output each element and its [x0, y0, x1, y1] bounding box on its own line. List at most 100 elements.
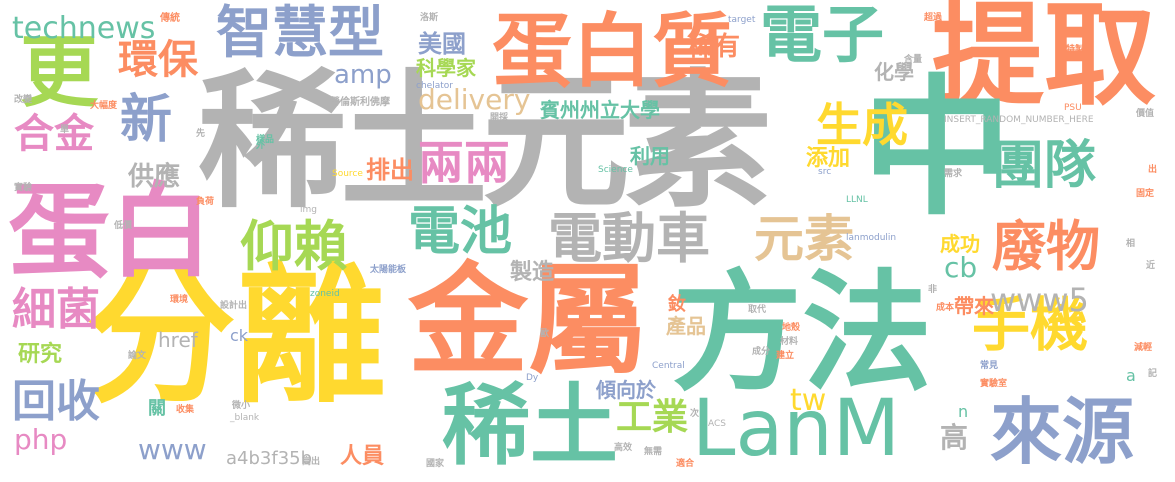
- word: INSERT_RANDOM_NUMBER_HERE: [944, 115, 1094, 125]
- word: 先: [196, 129, 206, 139]
- word: 智慧型: [216, 1, 384, 66]
- word: 來源: [990, 390, 1135, 474]
- word: 適合: [676, 459, 695, 469]
- word: 次: [690, 409, 700, 419]
- word: 負荷: [196, 197, 215, 207]
- word: 需求: [944, 169, 963, 179]
- word: 提取: [932, 0, 1156, 121]
- word: 產品: [666, 314, 706, 338]
- word: 方法: [672, 257, 933, 409]
- word: 研究: [18, 342, 63, 367]
- word: 釹: [668, 294, 686, 315]
- word: Central: [652, 361, 685, 371]
- word: 價值: [1136, 109, 1155, 119]
- word: Dy: [526, 373, 539, 383]
- word: 工業: [616, 397, 689, 438]
- word: zoneid: [310, 289, 340, 299]
- word: 供應: [128, 162, 181, 192]
- word: 非: [928, 285, 938, 295]
- word: 成分: [752, 347, 771, 357]
- word: 單: [60, 125, 70, 135]
- word: 高: [940, 421, 969, 454]
- word: 生成: [816, 98, 908, 152]
- word: technews: [12, 11, 156, 46]
- word: www5: [990, 281, 1089, 319]
- word: 仰賴: [240, 215, 348, 278]
- word: 實驗: [14, 183, 33, 193]
- word: 大幅度: [90, 101, 118, 111]
- word: tw: [790, 383, 827, 418]
- word: chelator: [416, 81, 453, 91]
- word: 細菌: [12, 284, 100, 335]
- word: 收集: [176, 405, 195, 415]
- word: 超過: [924, 13, 943, 23]
- word: lanmodulin: [846, 233, 897, 243]
- word: 固定: [1136, 189, 1155, 199]
- word: php: [14, 423, 68, 456]
- word: 特製: [1066, 45, 1085, 55]
- word: 相: [1126, 239, 1136, 249]
- word: 建立: [776, 351, 795, 361]
- word: 實驗室: [980, 379, 1008, 389]
- word: href: [158, 328, 198, 352]
- word: 開採: [490, 113, 509, 123]
- word: 樣品: [256, 135, 275, 145]
- word: 地殼: [782, 323, 801, 333]
- word: PSU: [1064, 103, 1082, 113]
- word: 環境: [170, 295, 189, 305]
- word: 合金: [14, 111, 94, 157]
- word: 改變: [14, 95, 33, 105]
- word: www: [138, 433, 207, 466]
- word: Science: [598, 165, 633, 175]
- word: 論文: [128, 351, 147, 361]
- word: 記: [1148, 369, 1158, 379]
- word: 新: [120, 90, 173, 150]
- word: 手機: [972, 291, 1089, 359]
- word: 傳統: [160, 13, 180, 24]
- word: 廢物: [992, 215, 1100, 278]
- word: cb: [944, 251, 978, 284]
- word: 常見: [980, 361, 999, 371]
- word: 步驟: [1128, 13, 1147, 23]
- word: 中: [862, 62, 1013, 236]
- word: 金屬: [408, 252, 648, 391]
- word: 成本: [936, 303, 955, 313]
- word: a: [1126, 366, 1136, 385]
- word: 微小: [232, 401, 251, 411]
- word: 稀有: [688, 32, 741, 62]
- word: 回收: [12, 376, 100, 427]
- word: 外: [256, 141, 266, 151]
- word: 電池: [408, 202, 513, 262]
- word: 傾向於: [596, 378, 656, 402]
- word: 製造: [510, 260, 555, 285]
- word: LanM: [692, 384, 900, 474]
- word: 減輕: [1134, 343, 1153, 353]
- word: delivery: [418, 83, 531, 116]
- word: 設計出: [220, 301, 248, 311]
- word: ACS: [708, 419, 726, 429]
- word: 材料: [780, 337, 799, 347]
- word: 高效: [614, 443, 633, 453]
- word: 蛋白: [8, 173, 212, 292]
- word: a4b3f35b: [226, 448, 313, 469]
- word: 太陽能板: [370, 265, 407, 275]
- word: 化學: [874, 60, 914, 84]
- word: 成功: [940, 232, 980, 256]
- word: 兩兩: [418, 136, 510, 190]
- word: 美國: [418, 30, 466, 58]
- word: Source: [332, 169, 363, 179]
- word: 無需: [644, 447, 663, 457]
- word: 人員: [340, 444, 385, 469]
- word: 國家: [426, 459, 445, 469]
- word: 歐: [540, 329, 550, 339]
- word: 帶來: [954, 294, 994, 318]
- word: 稀土元素: [198, 56, 772, 228]
- word: 科學家: [416, 56, 476, 80]
- word: src: [818, 167, 832, 177]
- word: LLNL: [846, 195, 868, 205]
- word: 蛋白質: [492, 5, 732, 98]
- word: img: [300, 205, 317, 215]
- word: 分離: [86, 250, 387, 424]
- word: 環保: [118, 37, 198, 83]
